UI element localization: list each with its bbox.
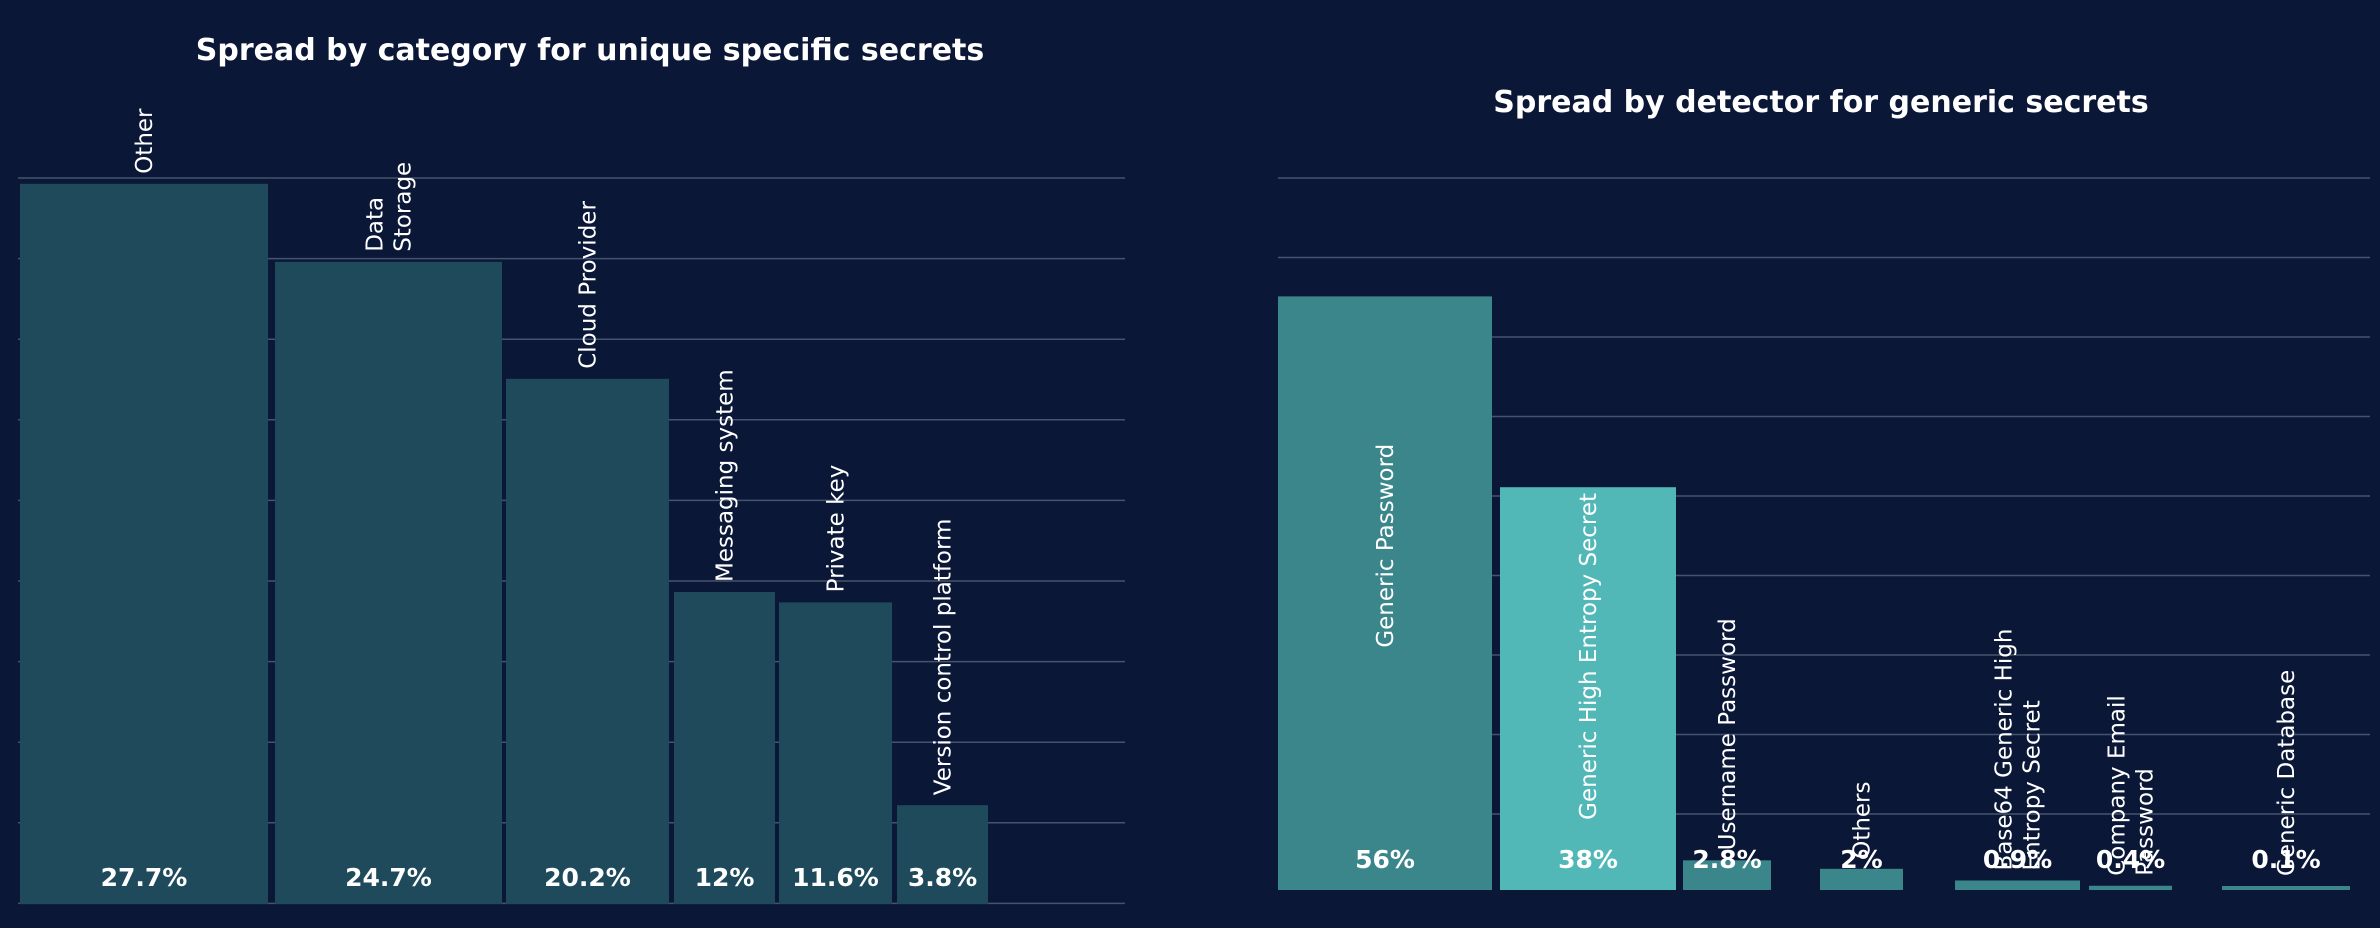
category-label: Generic High Entropy Secret <box>1576 493 1602 820</box>
bar <box>897 805 988 904</box>
bar <box>1820 868 1903 890</box>
bar <box>674 592 775 904</box>
category-label: Generic Database <box>2274 670 2300 876</box>
category-label: Generic Password <box>1373 444 1399 648</box>
value-label: 27.7% <box>101 863 188 892</box>
category-label: Messaging system <box>713 369 739 582</box>
chart-title: Spread by detector for generic secrets <box>1493 85 2148 120</box>
value-label: 38% <box>1558 845 1618 874</box>
category-label: Other <box>132 108 158 174</box>
bar <box>2089 885 2172 890</box>
category-label: Username Password <box>1715 618 1741 850</box>
category-label: Private key <box>824 465 850 593</box>
value-label: 0.9% <box>1983 845 2052 874</box>
bar <box>779 602 892 904</box>
value-label: 2% <box>1840 845 1882 874</box>
bar <box>275 261 502 904</box>
category-label: Base64 Generic HighEntropy Secret <box>1992 629 2046 871</box>
category-label: Others <box>1850 782 1876 859</box>
value-label: 0.1% <box>2251 845 2320 874</box>
value-label: 11.6% <box>792 863 879 892</box>
detector-spread-chart: Spread by detector for generic secrets G… <box>1278 85 2370 890</box>
bar <box>20 183 268 905</box>
value-label: 0.4% <box>2096 845 2165 874</box>
category-label: Cloud Provider <box>576 201 602 369</box>
category-label: Version control platform <box>931 519 957 796</box>
bar <box>506 378 669 904</box>
bar <box>1683 860 1771 890</box>
chart-title: Spread by category for unique specific s… <box>196 33 985 68</box>
category-label: DataStorage <box>363 162 417 252</box>
value-label: 2.8% <box>1692 845 1761 874</box>
bar <box>2222 886 2350 890</box>
value-label: 56% <box>1355 845 1415 874</box>
bar <box>1278 296 1492 890</box>
category-label: Company EmailPassword <box>2105 695 2159 876</box>
category-spread-chart: Spread by category for unique specific s… <box>18 33 1125 905</box>
value-label: 24.7% <box>345 863 432 892</box>
value-label: 20.2% <box>544 863 631 892</box>
bar <box>1955 880 2080 890</box>
bar <box>1500 487 1676 890</box>
value-label: 3.8% <box>908 863 977 892</box>
value-label: 12% <box>695 863 755 892</box>
